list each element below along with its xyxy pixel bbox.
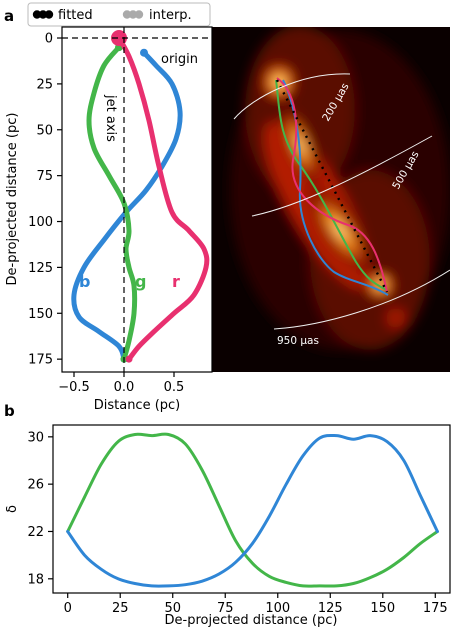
panel-b-frame	[52, 424, 451, 594]
panel-b-ytick-label: 30	[27, 430, 44, 445]
annot-g: g	[135, 272, 146, 291]
legend-fitted-label: fitted	[58, 8, 93, 23]
panel-a-frame	[61, 26, 213, 373]
panel-a-xtick-label: 0.5	[164, 380, 185, 395]
panel-b-xtick-label: 175	[423, 601, 448, 616]
panel-a-ytick-label: 100	[28, 215, 53, 230]
jet-image: 200 μas 500 μas 950 μas	[212, 27, 450, 372]
legend: fitted interp.	[27, 2, 211, 27]
series-r-line	[116, 35, 210, 362]
panel-a-series	[71, 30, 210, 363]
panel-a-xlabel: Distance (pc)	[94, 398, 181, 413]
panel-a-ytick-label: 75	[36, 169, 53, 184]
legend-frame	[27, 2, 211, 27]
panel-b-label: b	[4, 402, 15, 420]
series-g-line	[86, 44, 138, 362]
panel-a-xtick-label: 0.0	[114, 380, 135, 395]
series-r-end-marker	[125, 355, 133, 363]
panel-a-ylabel: De-projected distance (pc)	[5, 113, 20, 286]
arc-950	[273, 269, 450, 330]
panel-b-plot: 18 22 26 30 0 25 50 75 100 125 150 175 δ De-project…	[5, 424, 451, 628]
panel-b-xtick-label: 150	[370, 601, 395, 616]
panel-a-xtick-label: −0.5	[58, 380, 90, 395]
panel-a-ticks: 0 25 50 75 100 125 150 175 −0.5 0.0 0.5	[28, 32, 184, 395]
image-jet-axis	[275, 79, 389, 293]
arc-label-950: 950 μas	[277, 335, 319, 347]
panel-b-ytick-label: 26	[27, 478, 44, 493]
panel-b-ytick-label: 22	[27, 525, 44, 540]
panel-b-ytick-label: 18	[27, 572, 44, 587]
panel-a-ytick-label: 125	[28, 261, 53, 276]
panel-b-ticks: 18 22 26 30 0 25 50 75 100 125 150 175	[27, 430, 447, 616]
panel-b-xtick-label: 50	[164, 601, 181, 616]
panel-a-label: a	[4, 7, 14, 25]
series-b-start-marker	[140, 48, 148, 57]
panel-b-xtick-label: 25	[112, 601, 129, 616]
panel-a-ytick-label: 150	[28, 307, 53, 322]
legend-fitted-marker	[32, 10, 54, 19]
panel-b-ylabel: δ	[5, 505, 20, 513]
annot-r: r	[172, 272, 180, 291]
legend-interp-label: interp.	[149, 8, 192, 23]
annot-jet-axis: jet axis	[103, 94, 118, 142]
arc-200	[233, 73, 351, 120]
delta-green-line	[66, 432, 439, 588]
series-r-start-marker	[111, 30, 127, 47]
panel-a-ytick-label: 0	[45, 32, 53, 47]
panel-b-xtick-label: 100	[265, 601, 290, 616]
panel-a-ytick-label: 175	[28, 353, 53, 368]
delta-blue-line	[66, 433, 439, 588]
panel-b-xtick-label: 125	[318, 601, 343, 616]
panel-b-xtick-label: 75	[217, 601, 234, 616]
panel-a-ytick-label: 25	[36, 77, 53, 92]
panel-b-series	[66, 432, 439, 588]
panel-a-ytick-label: 50	[36, 123, 53, 138]
panel-a-plot: 0 25 50 75 100 125 150 175 −0.5 0.0 0.5 origin jet…	[5, 26, 213, 413]
image-ridge-green	[275, 79, 388, 291]
arc-500	[251, 135, 433, 217]
legend-interp-marker	[122, 10, 144, 19]
panel-b-xtick-label: 0	[64, 601, 72, 616]
annot-origin: origin	[161, 52, 198, 67]
panel-b-xlabel: De-projected distance (pc)	[165, 613, 338, 628]
annot-b: b	[79, 272, 90, 291]
